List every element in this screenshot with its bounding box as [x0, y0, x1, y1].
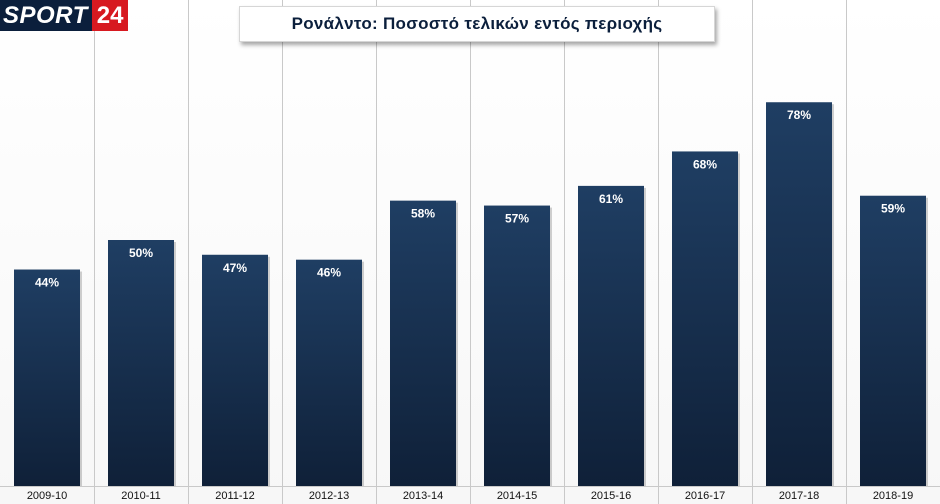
x-axis-ticks: 2009-10 2010-11 2011-12 2012-13 2013-14 2014-… — [27, 490, 913, 502]
data-label-2012-13: 46% — [317, 266, 341, 280]
data-label-2010-11: 50% — [129, 246, 153, 260]
bar-2018-19 — [860, 195, 926, 486]
bar-2009-10 — [14, 269, 80, 486]
sport24-logo: SPORT 24 — [0, 0, 129, 31]
logo-number: 24 — [91, 0, 129, 31]
x-tick-label: 2014-15 — [497, 490, 537, 502]
bar-2016-17 — [672, 151, 738, 486]
chart-title: Ρονάλντο: Ποσοστό τελικών εντός περιοχής — [291, 14, 663, 33]
bar-2014-15 — [484, 205, 550, 486]
bars — [14, 102, 928, 487]
x-tick-label: 2017-18 — [779, 490, 819, 502]
data-labels: 44% 50% 47% 46% 58% 57% 61% 68% 78% 59% — [35, 108, 905, 289]
data-label-2018-19: 59% — [881, 202, 905, 216]
data-label-2014-15: 57% — [505, 212, 529, 226]
bar-2017-18 — [766, 102, 832, 487]
chart-title-box: Ρονάλντο: Ποσοστό τελικών εντός περιοχής — [239, 6, 715, 42]
bar-2015-16 — [578, 185, 644, 486]
x-tick-label: 2013-14 — [403, 490, 443, 502]
data-label-2016-17: 68% — [693, 157, 717, 171]
x-tick-label: 2009-10 — [27, 490, 67, 502]
data-label-2013-14: 58% — [411, 207, 435, 221]
data-label-2011-12: 47% — [223, 261, 247, 275]
data-label-2009-10: 44% — [35, 276, 59, 290]
logo-word: SPORT — [0, 0, 92, 31]
data-label-2015-16: 61% — [599, 192, 623, 206]
x-tick-label: 2015-16 — [591, 490, 631, 502]
x-tick-label: 2011-12 — [215, 490, 255, 502]
bar-2011-12 — [202, 254, 268, 486]
x-tick-label: 2018-19 — [873, 490, 913, 502]
bar-2012-13 — [296, 259, 362, 486]
data-label-2017-18: 78% — [787, 108, 811, 122]
x-tick-label: 2012-13 — [309, 490, 349, 502]
bar-2010-11 — [108, 240, 174, 486]
bar-2013-14 — [390, 200, 456, 486]
x-tick-label: 2016-17 — [685, 490, 725, 502]
x-tick-label: 2010-11 — [121, 490, 161, 502]
